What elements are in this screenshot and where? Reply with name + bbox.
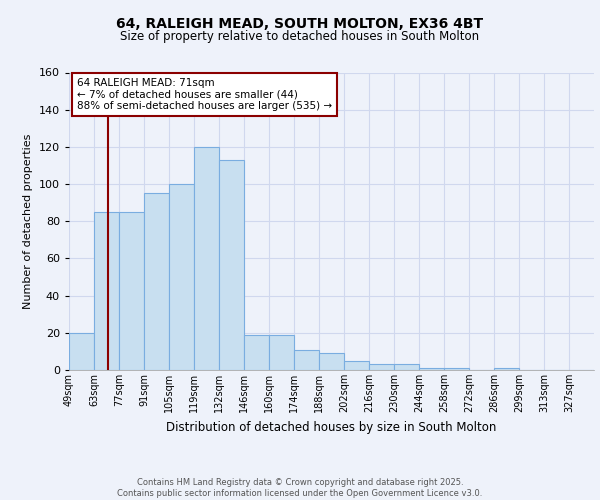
Text: 64 RALEIGH MEAD: 71sqm
← 7% of detached houses are smaller (44)
88% of semi-deta: 64 RALEIGH MEAD: 71sqm ← 7% of detached … <box>77 78 332 112</box>
Bar <box>269 334 294 370</box>
Bar <box>69 333 94 370</box>
X-axis label: Distribution of detached houses by size in South Molton: Distribution of detached houses by size … <box>166 420 497 434</box>
Bar <box>169 184 194 370</box>
Bar <box>294 350 319 370</box>
Text: Size of property relative to detached houses in South Molton: Size of property relative to detached ho… <box>121 30 479 43</box>
Bar <box>369 364 394 370</box>
Bar <box>344 360 369 370</box>
Text: 64, RALEIGH MEAD, SOUTH MOLTON, EX36 4BT: 64, RALEIGH MEAD, SOUTH MOLTON, EX36 4BT <box>116 18 484 32</box>
Bar <box>319 354 344 370</box>
Bar <box>244 334 269 370</box>
Bar <box>444 368 469 370</box>
Bar <box>394 364 419 370</box>
Text: Contains HM Land Registry data © Crown copyright and database right 2025.
Contai: Contains HM Land Registry data © Crown c… <box>118 478 482 498</box>
Y-axis label: Number of detached properties: Number of detached properties <box>23 134 33 309</box>
Bar <box>119 212 144 370</box>
Bar <box>194 147 219 370</box>
Bar <box>219 160 244 370</box>
Bar <box>494 368 519 370</box>
Bar <box>94 212 119 370</box>
Bar <box>419 368 444 370</box>
Bar <box>144 194 169 370</box>
